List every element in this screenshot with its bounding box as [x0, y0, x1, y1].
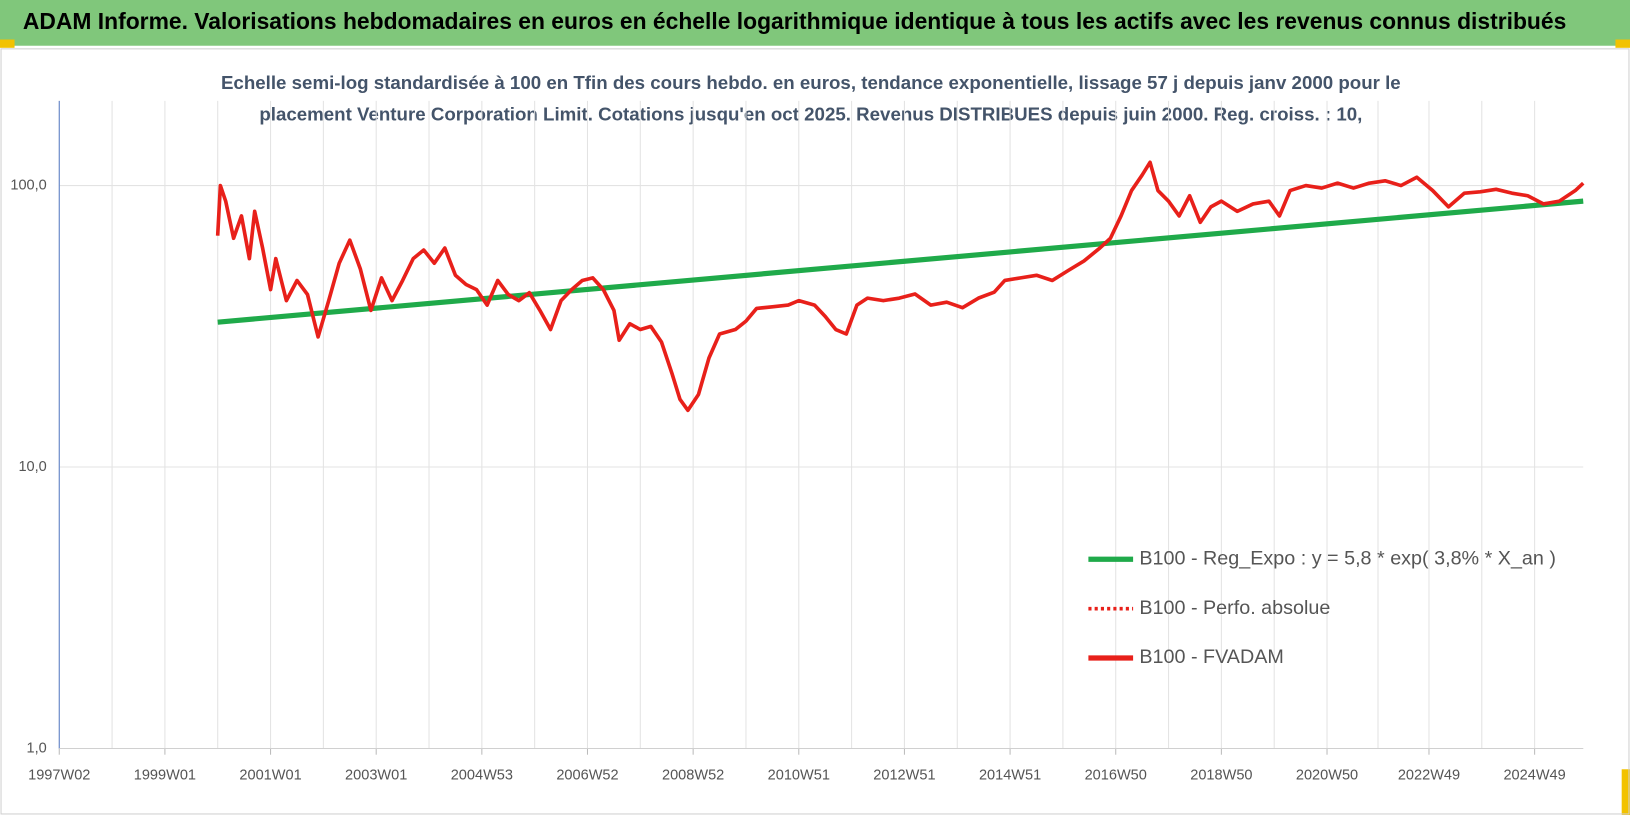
x-tick-label: 2004W53: [451, 767, 513, 783]
x-tick-label: 2016W50: [1085, 767, 1147, 783]
x-tick-label: 2010W51: [768, 767, 830, 783]
x-tick-label: 2024W49: [1503, 767, 1565, 783]
legend-label: B100 - Reg_Expo : y = 5,8 * exp( 3,8% * …: [1139, 547, 1556, 569]
x-tick-label: 2006W52: [556, 767, 618, 783]
chart-title: placement Venture Corporation Limit. Cot…: [259, 103, 1362, 124]
chart-title: Echelle semi-log standardisée à 100 en T…: [221, 72, 1401, 93]
y-tick-label: 100,0: [10, 177, 46, 193]
x-tick-label: 2022W49: [1398, 767, 1460, 783]
x-tick-label: 1997W02: [28, 767, 90, 783]
corner: [0, 39, 15, 48]
x-tick-label: 2001W01: [239, 767, 301, 783]
panel: [0, 48, 1630, 815]
x-tick-label: 2003W01: [345, 767, 407, 783]
header-title: ADAM Informe. Valorisations hebdomadaire…: [23, 8, 1566, 34]
x-tick-label: 2008W52: [662, 767, 724, 783]
y-tick-label: 10,0: [18, 459, 46, 475]
x-tick-label: 2012W51: [873, 767, 935, 783]
header-bar: [0, 0, 1630, 46]
series-line: [217, 198, 1584, 325]
legend-label: B100 - FVADAM: [1139, 646, 1284, 668]
x-tick-label: 2018W50: [1190, 767, 1252, 783]
series-line: [215, 160, 1585, 413]
x-tick-label: 2014W51: [979, 767, 1041, 783]
x-tick-label: 1999W01: [134, 767, 196, 783]
legend-label: B100 - Perfo. absolue: [1139, 597, 1330, 619]
y-tick-label: 1,0: [27, 740, 47, 756]
corner: [1621, 769, 1630, 815]
corner: [1615, 39, 1630, 48]
x-tick-label: 2020W50: [1296, 767, 1358, 783]
